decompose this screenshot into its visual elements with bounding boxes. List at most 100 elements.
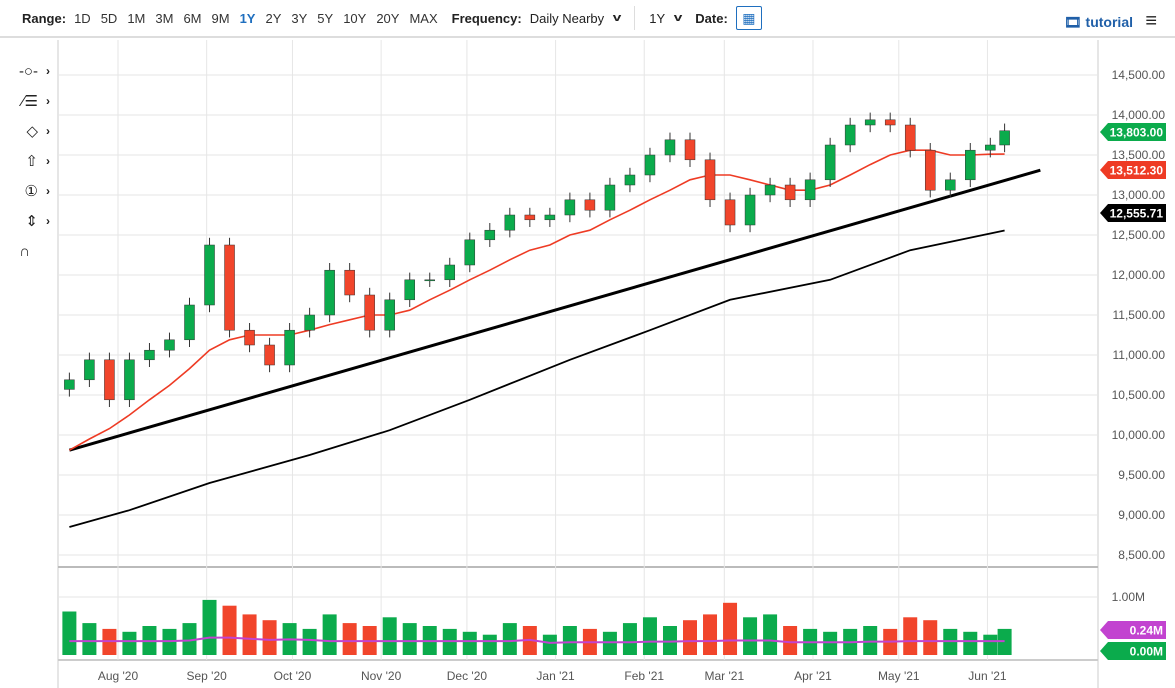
candle-body	[104, 359, 115, 401]
trendline-tool[interactable]: ⁄☰ ›	[0, 86, 56, 116]
volume-last-tag: 0.00M	[1100, 642, 1166, 660]
x-tick-label: Dec '20	[447, 669, 488, 683]
arrow-tool[interactable]: ⇧ ›	[0, 146, 56, 176]
volume-bar	[723, 602, 738, 655]
y-tick-label: 14,000.00	[1112, 108, 1166, 122]
volume-bar	[222, 605, 237, 655]
volume-bar	[502, 623, 517, 655]
candle-body	[164, 339, 175, 351]
hamburger-menu-icon[interactable]: ≡	[1145, 10, 1157, 32]
candle-body	[924, 149, 936, 191]
frequency-select[interactable]: Daily Nearby v	[530, 11, 622, 26]
chevron-down-icon: v	[612, 12, 622, 24]
candle-body	[544, 214, 556, 221]
candle-body	[444, 264, 456, 281]
x-tick-label: Feb '21	[624, 669, 664, 683]
volume-bar	[642, 617, 657, 655]
y-tick-label: 13,500.00	[1112, 148, 1166, 162]
candle-body	[904, 124, 916, 151]
candle-body	[945, 179, 956, 191]
shape-icon: ◇	[26, 123, 38, 140]
divider	[634, 6, 636, 30]
candle-body	[704, 159, 716, 201]
volume-last-tag-text: 0.00M	[1130, 645, 1163, 659]
crosshair-icon: -○-	[18, 62, 38, 80]
candle-body	[644, 154, 656, 176]
volume-tick-label: 1.00M	[1112, 590, 1145, 604]
volume-bar	[743, 617, 758, 655]
volume-bar	[542, 634, 557, 655]
candle-body	[999, 130, 1010, 146]
calendar-icon[interactable]: ▦	[735, 6, 762, 30]
candle-body	[504, 214, 516, 231]
volume-bar	[622, 623, 637, 655]
shape-tool[interactable]: ◇ ›	[0, 116, 56, 146]
volume-bar	[823, 631, 838, 655]
crosshair-tool[interactable]: -○- ›	[0, 56, 56, 86]
range-3Y[interactable]: 3Y	[291, 10, 308, 26]
y-tick-label: 13,000.00	[1112, 188, 1166, 202]
volume-avg-tag-bg	[1100, 621, 1166, 639]
x-tick-label: Sep '20	[186, 669, 227, 683]
candle-body	[224, 244, 235, 331]
range-5D[interactable]: 5D	[100, 10, 118, 26]
volume-bar	[182, 623, 197, 655]
magnet-icon: ∩	[19, 242, 30, 260]
candle-body	[584, 199, 596, 211]
chevron-right-icon: ›	[46, 124, 50, 138]
candle-body	[804, 179, 816, 201]
y-tick-label: 10,500.00	[1112, 388, 1166, 402]
volume-bar	[983, 634, 998, 655]
volume-bar	[382, 617, 397, 655]
candle-body	[304, 314, 315, 331]
range-10Y[interactable]: 10Y	[343, 10, 367, 26]
ma200-tag-text: 12,555.71	[1110, 207, 1164, 221]
chevron-right-icon: ›	[46, 94, 50, 108]
candle-body	[184, 304, 195, 341]
volume-bar	[302, 628, 317, 655]
candle-body	[724, 199, 736, 226]
range-9M[interactable]: 9M	[211, 10, 230, 26]
range-6M[interactable]: 6M	[183, 10, 202, 26]
volume-bar	[662, 626, 677, 655]
volume-bar	[62, 611, 77, 655]
tutorial-link[interactable]: 🎞 tutorial	[1064, 14, 1133, 31]
candle-body	[764, 184, 776, 196]
drawing-tools: -○- › ⁄☰ › ◇ › ⇧ › ① › ⇕ › ∩	[0, 56, 56, 266]
volume-bar	[322, 614, 337, 655]
range-1D[interactable]: 1D	[74, 10, 91, 26]
x-tick-label: Jun '21	[968, 669, 1007, 683]
ma50-tag-text: 13,512.30	[1110, 164, 1164, 178]
candle-body	[324, 269, 335, 316]
candle-body	[684, 139, 696, 161]
volume-bar	[122, 631, 137, 655]
y-tick-label: 14,500.00	[1112, 68, 1166, 82]
candle-body	[604, 184, 616, 211]
range-label: Range:	[22, 10, 67, 26]
range-5Y[interactable]: 5Y	[317, 10, 334, 26]
volume-bar	[923, 620, 938, 655]
range-20Y[interactable]: 20Y	[376, 10, 400, 26]
chevron-right-icon: ›	[46, 64, 50, 78]
volume-bar	[262, 620, 277, 655]
volume-bar	[783, 626, 798, 655]
candle-body	[144, 349, 155, 361]
y-tick-label: 8,500.00	[1118, 548, 1165, 562]
candle-body	[744, 194, 756, 226]
range-1Y[interactable]: 1Y	[239, 10, 256, 26]
x-tick-label: Mar '21	[704, 669, 744, 683]
period-select[interactable]: 1Y v	[649, 11, 682, 26]
magnet-tool[interactable]: ∩	[0, 236, 56, 266]
x-tick-label: Nov '20	[361, 669, 402, 683]
candle-body	[284, 329, 295, 366]
range-1M[interactable]: 1M	[127, 10, 146, 26]
measure-tool[interactable]: ⇕ ›	[0, 206, 56, 236]
range-MAX[interactable]: MAX	[409, 10, 438, 26]
candle-body	[264, 344, 275, 366]
candle-body	[204, 244, 215, 306]
range-2Y[interactable]: 2Y	[265, 10, 282, 26]
annotation-tool[interactable]: ① ›	[0, 176, 56, 206]
range-3M[interactable]: 3M	[155, 10, 174, 26]
film-icon: 🎞	[1063, 14, 1082, 30]
